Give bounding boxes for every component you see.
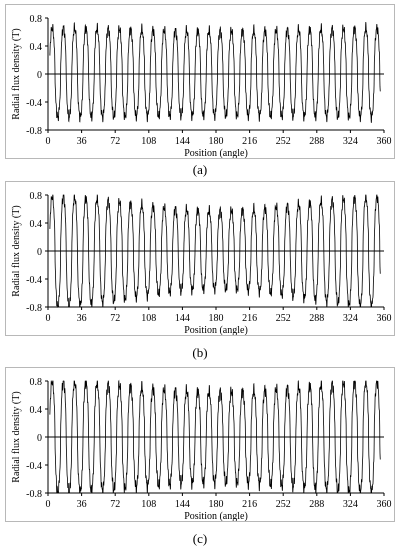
y-tick-label: -0.4 xyxy=(26,275,42,286)
y-axis-label: Radial flux density (T) xyxy=(11,28,22,119)
chart-panel-c: 0.8 0.4 0 -0.4 -0.8 0 36 72 108 144 180 216 252 288 32… xyxy=(5,367,395,522)
chart-panel-a: 0.8 0.4 0 -0.4 -0.8 0 36 72 108 144 180 216 252 288 32… xyxy=(5,4,395,159)
x-tick-label: 216 xyxy=(242,499,257,510)
caption-c: (c) xyxy=(192,531,208,546)
x-tick-label: 360 xyxy=(377,499,392,510)
x-tick-label: 252 xyxy=(276,136,291,147)
x-tick-label: 36 xyxy=(77,136,87,147)
x-tick-label: 144 xyxy=(175,313,190,324)
x-tick-label: 108 xyxy=(141,313,156,324)
x-tick-label: 144 xyxy=(175,136,190,147)
x-tick-label: 324 xyxy=(343,499,358,510)
caption-a: (a) xyxy=(192,162,208,177)
chart-c-svg: 0.8 0.4 0 -0.4 -0.8 0 36 72 108 144 180 216 252 288 32… xyxy=(11,377,392,521)
x-tick-label: 144 xyxy=(175,499,190,510)
x-axis-label: Position (angle) xyxy=(184,325,248,335)
x-tick-label: 0 xyxy=(46,499,51,510)
x-tick-label: 108 xyxy=(141,499,156,510)
x-tick-label: 216 xyxy=(242,136,257,147)
y-tick-label: -0.8 xyxy=(26,126,42,137)
y-tick-label: 0.4 xyxy=(30,42,43,53)
y-tick-label: 0 xyxy=(37,247,42,258)
x-tick-label: 360 xyxy=(377,136,392,147)
x-tick-label: 324 xyxy=(343,313,358,324)
x-tick-label: 360 xyxy=(377,313,392,324)
y-axis-label: Radial flux density (T) xyxy=(11,391,22,482)
x-tick-label: 324 xyxy=(343,136,358,147)
x-tick-label: 72 xyxy=(110,499,120,510)
x-tick-label: 0 xyxy=(46,313,51,324)
x-tick-label: 36 xyxy=(77,313,87,324)
x-tick-label: 0 xyxy=(46,136,51,147)
series-line xyxy=(49,379,381,495)
y-tick-label: -0.4 xyxy=(26,98,42,109)
y-tick-label: 0.4 xyxy=(30,405,43,416)
x-tick-label: 288 xyxy=(309,136,324,147)
x-tick-label: 252 xyxy=(276,499,291,510)
x-tick-label: 108 xyxy=(141,136,156,147)
y-tick-label: 0.8 xyxy=(30,14,43,25)
x-axis-label: Position (angle) xyxy=(184,148,248,158)
chart-panel-b: 0.8 0.4 0 -0.4 -0.8 0 36 72 108 144 180 216 252 288 32… xyxy=(5,181,395,336)
y-tick-label: 0.4 xyxy=(30,219,43,230)
y-tick-label: 0 xyxy=(37,433,42,444)
x-tick-label: 72 xyxy=(110,136,120,147)
x-tick-label: 180 xyxy=(209,313,224,324)
x-tick-label: 180 xyxy=(209,136,224,147)
series-line xyxy=(49,21,381,123)
chart-b-svg: 0.8 0.4 0 -0.4 -0.8 0 36 72 108 144 180 216 252 288 32… xyxy=(11,191,392,335)
series-line xyxy=(49,194,381,308)
caption-b: (b) xyxy=(192,345,208,360)
x-tick-label: 180 xyxy=(209,499,224,510)
y-tick-label: -0.8 xyxy=(26,489,42,500)
y-axis-label: Radial flux density (T) xyxy=(11,205,22,296)
x-tick-label: 288 xyxy=(309,313,324,324)
chart-a-svg: 0.8 0.4 0 -0.4 -0.8 0 36 72 108 144 180 216 252 288 32… xyxy=(11,14,392,158)
y-tick-label: -0.4 xyxy=(26,461,42,472)
x-axis-label: Position (angle) xyxy=(184,511,248,521)
x-tick-label: 216 xyxy=(242,313,257,324)
y-tick-label: 0.8 xyxy=(30,377,43,388)
y-tick-label: -0.8 xyxy=(26,303,42,314)
x-tick-label: 36 xyxy=(77,499,87,510)
x-tick-label: 72 xyxy=(110,313,120,324)
y-tick-label: 0.8 xyxy=(30,191,43,202)
y-tick-label: 0 xyxy=(37,70,42,81)
x-tick-label: 288 xyxy=(309,499,324,510)
x-tick-label: 252 xyxy=(276,313,291,324)
